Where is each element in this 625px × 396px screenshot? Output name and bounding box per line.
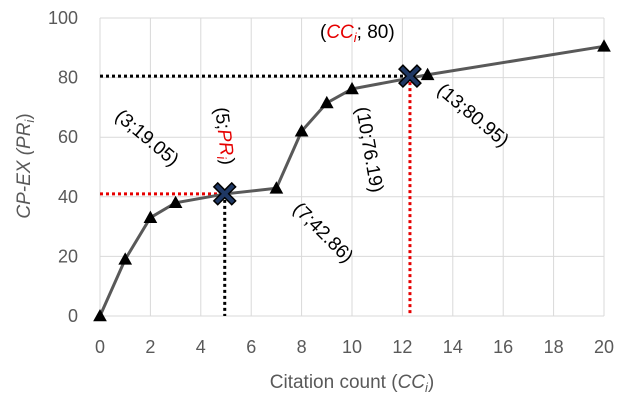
annotation-5: (5;PRi) — [208, 106, 238, 166]
y-tick-label: 0 — [68, 306, 78, 326]
x-tick-label: 12 — [392, 337, 412, 357]
x-tick-label: 8 — [297, 337, 307, 357]
annotation-3: (3;19.05) — [111, 106, 183, 171]
cross-markers — [212, 64, 422, 206]
x-tick-label: 20 — [594, 337, 614, 357]
data-marker — [597, 39, 611, 52]
data-marker — [143, 210, 158, 223]
data-marker — [168, 195, 183, 209]
data-marker — [269, 181, 284, 194]
y-tick-label: 60 — [58, 127, 78, 147]
annotation-10: (10;76.19) — [351, 105, 387, 194]
x-tick-label: 4 — [196, 337, 206, 357]
y-axis-title: CP-EX (PRi) — [14, 113, 37, 218]
y-tick-label: 80 — [58, 68, 78, 88]
data-marker — [319, 95, 334, 109]
grid-lines — [99, 17, 605, 317]
x-axis-title: Citation count (CCi) — [270, 372, 434, 395]
annotation-cc: (CCi; 80) — [320, 22, 395, 45]
y-tick-label: 40 — [58, 187, 78, 207]
reference-lines — [100, 74, 412, 316]
annotation-7: (7;42.86) — [288, 199, 357, 268]
y-tick-labels: 0 20 40 60 80 100 — [48, 8, 78, 326]
x-tick-label: 6 — [246, 337, 256, 357]
y-tick-label: 20 — [58, 246, 78, 266]
data-marker — [118, 252, 133, 265]
x-tick-label: 14 — [443, 337, 463, 357]
cross-marker — [214, 183, 235, 204]
x-tick-label: 0 — [95, 337, 105, 357]
x-tick-label: 2 — [145, 337, 155, 357]
x-tick-label: 16 — [493, 337, 513, 357]
x-tick-label: 10 — [342, 337, 362, 357]
data-markers — [93, 39, 611, 322]
y-tick-label: 100 — [48, 8, 78, 28]
data-marker — [93, 308, 107, 322]
annotation-13: (13;80.95) — [433, 80, 513, 152]
x-tick-label: 18 — [544, 337, 564, 357]
cross-marker — [400, 66, 420, 86]
data-marker — [345, 81, 359, 95]
x-tick-labels: 0 2 4 6 8 10 12 14 16 18 20 — [95, 337, 614, 357]
data-marker — [294, 124, 309, 137]
data-marker — [420, 67, 435, 81]
